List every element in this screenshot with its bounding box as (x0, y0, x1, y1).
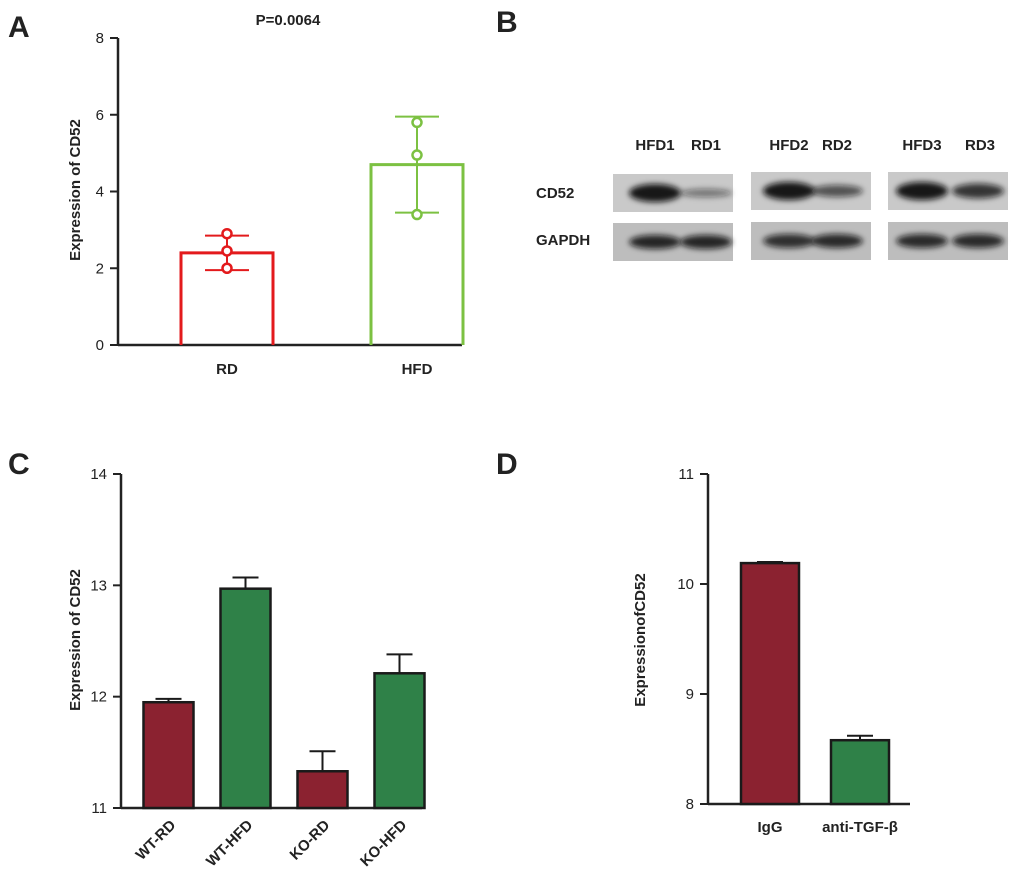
panel-a-chart: 0 2 4 6 8 RD HFD (96, 30, 465, 378)
panel-c-y-tick-label: 12 (90, 689, 107, 706)
blot-lane-label-rd2: RD2 (822, 137, 852, 154)
panel-d-category-label: anti-TGF-β (822, 819, 898, 836)
panel-a-data-point (411, 116, 423, 129)
panel-a-data-point (221, 227, 233, 240)
blot-band-cd52 (629, 184, 681, 202)
blot-band-cd52 (680, 188, 732, 198)
panel-d-y-axis-title: ExpressionofCD52 (632, 573, 649, 706)
panel-c-bar (373, 672, 426, 810)
panel-c-category-label: KO-HFD (357, 817, 410, 870)
panel-d-y-tick-label: 10 (677, 576, 694, 593)
blot-lane-label-hfd1: HFD1 (635, 137, 674, 154)
blot-band-cd52 (952, 183, 1004, 199)
p-value-annotation: P=0.0064 (256, 12, 321, 29)
panel-d-category-label: IgG (758, 819, 783, 836)
panel-a-y-tick-label: 4 (96, 184, 104, 201)
panel-d-y-tick-label: 9 (686, 686, 694, 703)
panel-c-bar (142, 700, 195, 810)
panel-d-chart: 8 9 10 11 IgG anti-TGF-β (677, 466, 910, 836)
panel-c-category-label: KO-RD (287, 817, 334, 864)
panel-a-data-point (221, 245, 233, 257)
blot-lane-label-rd3: RD3 (965, 137, 995, 154)
blot-lane-label-hfd3: HFD3 (902, 137, 941, 154)
panel-d-bar (739, 561, 801, 806)
blot-band-cd52 (763, 182, 815, 200)
panel-label-b: B (496, 6, 518, 39)
blot-band-cd52 (811, 185, 863, 197)
panel-c-category-label: WT-HFD (203, 817, 256, 870)
panel-label-a: A (8, 11, 30, 44)
panel-d-bar (829, 738, 891, 806)
panel-a-y-tick-label: 0 (96, 337, 104, 354)
panel-label-d: D (496, 448, 518, 481)
panel-a-category-label: HFD (402, 361, 433, 378)
blot-row-label-gapdh: GAPDH (536, 232, 590, 249)
panel-c-bar (219, 587, 272, 810)
panel-c-chart: 11 12 13 14 WT-RD WT-HFD KO-RD KO-HFD (90, 466, 426, 870)
blot-band-gapdh (896, 234, 948, 248)
blot-band-gapdh (680, 235, 732, 249)
panel-d-y-tick-label: 8 (686, 796, 694, 813)
panel-a-data-point (221, 262, 233, 274)
panel-a-y-tick-label: 2 (96, 260, 104, 277)
panel-a-data-point (411, 149, 423, 161)
blot-band-gapdh (763, 234, 815, 248)
panel-a-y-axis-title: Expression of CD52 (67, 119, 84, 261)
blot-band-gapdh (629, 235, 681, 249)
panel-c-y-axis-title: Expression of CD52 (67, 569, 84, 711)
blot-lane-label-hfd2: HFD2 (769, 137, 808, 154)
panel-label-c: C (8, 448, 30, 481)
blot-row-label-cd52: CD52 (536, 185, 574, 202)
panel-a-y-tick-label: 8 (96, 30, 104, 47)
panel-a-y-tick-label: 6 (96, 107, 104, 124)
panel-a-category-label: RD (216, 361, 238, 378)
blot-lane-label-rd1: RD1 (691, 137, 721, 154)
panel-c-y-tick-label: 11 (91, 800, 107, 817)
panel-a-data-point (411, 208, 423, 221)
western-blot (613, 172, 1008, 261)
blot-band-cd52 (896, 182, 948, 200)
panel-c-y-tick-label: 14 (90, 466, 107, 483)
panel-c-bar (296, 770, 349, 810)
panel-c-category-label: WT-RD (133, 817, 180, 864)
blot-band-gapdh (811, 234, 863, 248)
panel-d-y-tick-label: 11 (678, 466, 694, 483)
blot-band-gapdh (952, 234, 1004, 248)
panel-c-y-tick-label: 13 (90, 577, 107, 594)
